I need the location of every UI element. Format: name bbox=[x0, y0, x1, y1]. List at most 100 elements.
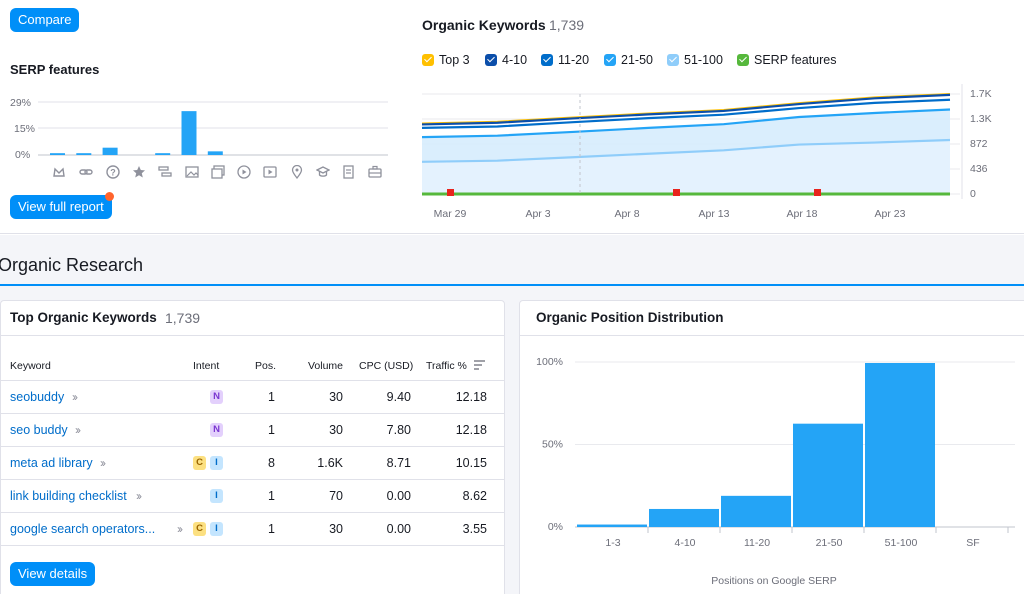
col-traffic[interactable]: Traffic % bbox=[426, 360, 467, 372]
serp-bar[interactable] bbox=[155, 153, 171, 155]
event-flag-icon[interactable] bbox=[447, 189, 454, 196]
map-pin-icon bbox=[291, 165, 303, 179]
checkbox-icon[interactable] bbox=[485, 54, 497, 66]
legend-item[interactable]: SERP features bbox=[737, 53, 836, 67]
chevron-right-icon[interactable]: ›› bbox=[75, 423, 81, 437]
pd-xtick: 11-20 bbox=[744, 537, 770, 549]
briefcase-icon bbox=[368, 165, 382, 178]
legend-item[interactable]: 11-20 bbox=[541, 53, 589, 67]
position-bar[interactable] bbox=[865, 363, 935, 527]
ok-ytick: 1.3K bbox=[970, 113, 992, 125]
position-bar[interactable] bbox=[577, 524, 647, 527]
serp-bar[interactable] bbox=[102, 147, 118, 155]
serp-bar[interactable] bbox=[76, 153, 92, 155]
pd-xtick: 4-10 bbox=[674, 537, 695, 549]
pd-xtick: 51-100 bbox=[885, 537, 918, 549]
serp-bar[interactable] bbox=[181, 111, 197, 155]
image-icon bbox=[185, 166, 199, 178]
keyword-link[interactable]: seo buddy bbox=[10, 423, 68, 437]
legend-item[interactable]: 21-50 bbox=[604, 53, 653, 67]
cell-volume: 70 bbox=[329, 489, 343, 503]
view-full-report-button[interactable]: View full report bbox=[10, 195, 112, 219]
top-keywords-count: 1,739 bbox=[165, 310, 201, 326]
event-flag-icon[interactable] bbox=[814, 189, 821, 196]
legend-label: SERP features bbox=[754, 53, 837, 67]
question-icon: ? bbox=[106, 165, 120, 179]
cell-volume: 1.6K bbox=[317, 456, 343, 470]
checkbox-icon[interactable] bbox=[667, 54, 679, 66]
ok-ytick: 1.7K bbox=[970, 88, 992, 100]
col-cpc[interactable]: CPC (USD) bbox=[359, 360, 414, 372]
checkbox-icon[interactable] bbox=[737, 54, 749, 66]
legend-label: 11-20 bbox=[558, 53, 590, 67]
col-keyword[interactable]: Keyword bbox=[10, 360, 51, 372]
cell-pos: 1 bbox=[268, 423, 275, 437]
series-line[interactable] bbox=[422, 108, 951, 139]
intent-badge: I bbox=[210, 489, 223, 503]
legend-item[interactable]: Top 3 bbox=[422, 53, 470, 67]
keyword-link[interactable]: google search operators... bbox=[10, 522, 156, 536]
keyword-link[interactable]: seobuddy bbox=[10, 390, 65, 404]
cell-traffic: 8.62 bbox=[462, 489, 487, 503]
chevron-right-icon[interactable]: ›› bbox=[100, 456, 106, 470]
event-flag-icon[interactable] bbox=[673, 189, 680, 196]
position-bar[interactable] bbox=[793, 423, 863, 527]
serp-bar[interactable] bbox=[50, 153, 65, 155]
intent-badge: C bbox=[193, 522, 206, 536]
chevron-right-icon[interactable]: ›› bbox=[136, 489, 142, 503]
checkbox-icon[interactable] bbox=[422, 54, 434, 66]
checkbox-icon[interactable] bbox=[541, 54, 553, 66]
serp-features-title: SERP features bbox=[10, 62, 100, 77]
cell-volume: 30 bbox=[329, 423, 343, 437]
pd-ytick: 100% bbox=[536, 356, 563, 368]
chevron-right-icon[interactable]: ›› bbox=[72, 390, 78, 404]
compare-button[interactable]: Compare bbox=[10, 8, 80, 32]
organic-keywords-title: Organic Keywords bbox=[422, 17, 546, 33]
keyword-link[interactable]: link building checklist bbox=[10, 489, 127, 503]
serp-icons-row: ? bbox=[50, 165, 390, 181]
serp-features-chart: 29% 15% 0% bbox=[10, 97, 388, 161]
view-details-button[interactable]: View details bbox=[10, 562, 96, 586]
col-volume[interactable]: Volume bbox=[308, 360, 344, 372]
video-carousel-icon bbox=[263, 166, 277, 178]
col-pos[interactable]: Pos. bbox=[255, 360, 277, 372]
ok-xtick: Apr 8 bbox=[614, 208, 639, 220]
legend-item[interactable]: 4-10 bbox=[485, 53, 527, 67]
serp-ytick-29: 29% bbox=[10, 97, 31, 109]
ok-ytick: 872 bbox=[970, 138, 988, 150]
col-intent[interactable]: Intent bbox=[193, 360, 220, 372]
series-line[interactable] bbox=[422, 93, 951, 126]
keyword-link[interactable]: meta ad library bbox=[10, 456, 93, 470]
position-bar[interactable] bbox=[649, 508, 719, 527]
ok-xtick: Apr 23 bbox=[875, 208, 906, 220]
video-icon bbox=[237, 165, 251, 179]
intent-badge: N bbox=[210, 423, 223, 437]
ok-xtick: Mar 29 bbox=[434, 208, 467, 220]
intent-badge: I bbox=[210, 456, 223, 470]
intent-badge: C bbox=[193, 456, 206, 470]
legend-item[interactable]: 51-100 bbox=[667, 53, 723, 67]
cell-pos: 1 bbox=[268, 522, 275, 536]
cell-pos: 8 bbox=[268, 456, 275, 470]
table-row: seo buddy ›› N 1 30 7.80 12.18 bbox=[0, 414, 505, 447]
series-line[interactable] bbox=[422, 138, 951, 163]
cell-volume: 30 bbox=[329, 390, 343, 404]
ok-ytick: 0 bbox=[970, 188, 976, 200]
position-bar[interactable] bbox=[721, 495, 791, 527]
checkbox-icon[interactable] bbox=[604, 54, 616, 66]
graduation-cap-icon bbox=[316, 166, 330, 177]
sort-icon[interactable] bbox=[474, 360, 486, 370]
chevron-right-icon[interactable]: ›› bbox=[177, 522, 183, 536]
cell-pos: 1 bbox=[268, 489, 275, 503]
ok-ytick: 436 bbox=[970, 163, 988, 175]
position-distribution-chart: 100% 50% 0% 1-3 4-10 11-20 21-50 51-100 SF Posi… bbox=[536, 356, 1015, 587]
pd-ytick: 0% bbox=[548, 521, 563, 533]
legend-label: 4-10 bbox=[502, 53, 528, 67]
top-keywords-divider bbox=[0, 335, 505, 336]
intent-badge: N bbox=[210, 390, 223, 404]
notification-dot bbox=[105, 192, 114, 201]
pd-ytick: 50% bbox=[542, 439, 563, 451]
list-icon bbox=[158, 166, 172, 177]
serp-bar[interactable] bbox=[207, 151, 223, 155]
series-line[interactable] bbox=[422, 98, 951, 130]
